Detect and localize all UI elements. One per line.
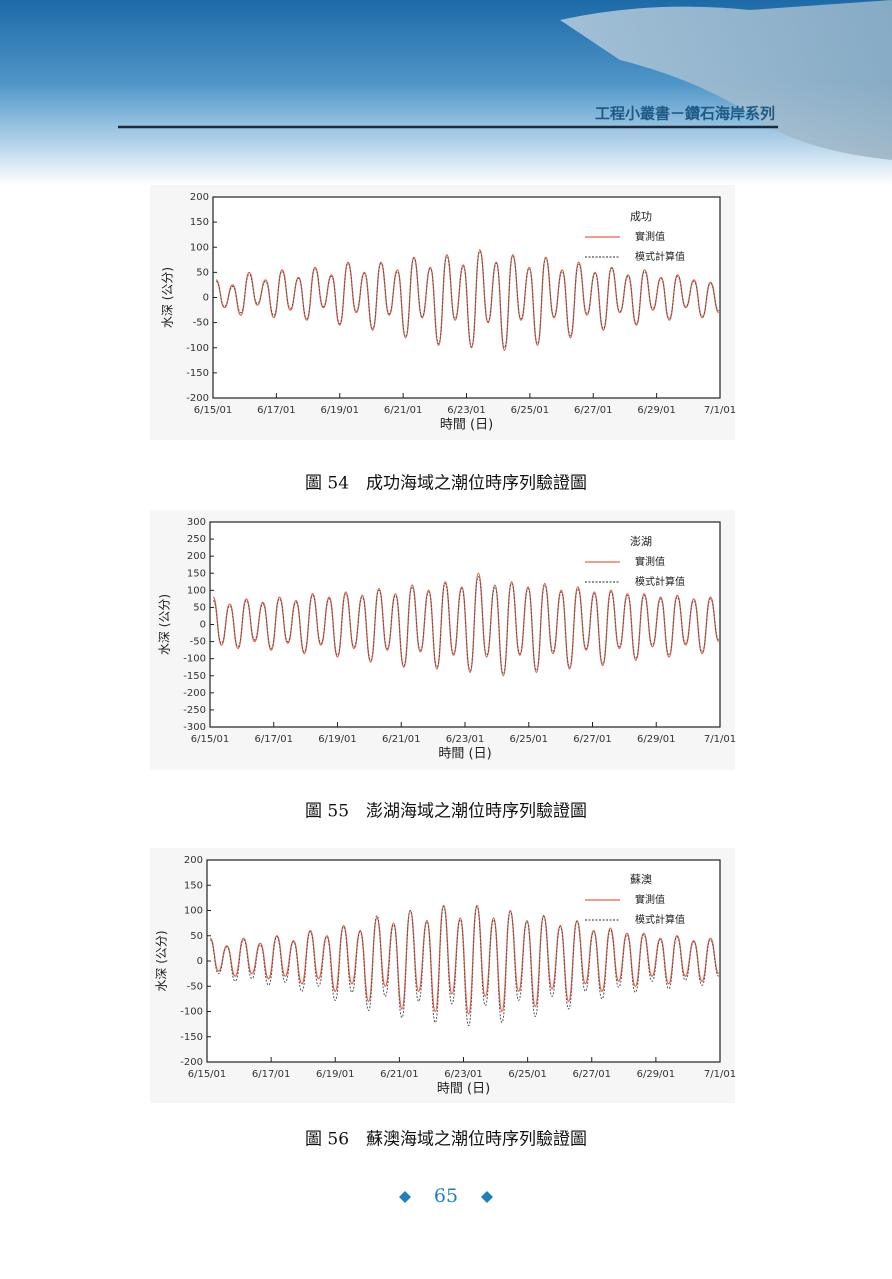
x-tick-label: 6/27/01 (572, 1069, 611, 1080)
x-tick-label: 6/25/01 (509, 734, 548, 745)
series-line (209, 905, 720, 1027)
x-tick-label: 6/23/01 (444, 1069, 483, 1080)
y-tick-label: -100 (183, 654, 206, 665)
x-tick-label: 6/21/01 (384, 405, 423, 416)
y-tick-label: 50 (196, 267, 209, 278)
y-tick-label: -150 (183, 671, 206, 682)
x-tick-label: 6/15/01 (191, 734, 230, 745)
x-tick-label: 6/25/01 (508, 1069, 547, 1080)
page-ornament (399, 1191, 411, 1203)
x-tick-label: 6/29/01 (637, 1069, 676, 1080)
y-tick-label: -50 (193, 318, 209, 329)
y-tick-label: -200 (183, 688, 206, 699)
x-tick-label: 7/1/01 (704, 1069, 736, 1080)
caption: 圖 56 蘇澳海域之潮位時序列驗證圖 (305, 1130, 587, 1150)
page-ornament (481, 1191, 493, 1203)
y-axis-label: 水深 (公分) (158, 594, 172, 655)
x-tick-label: 6/21/01 (380, 1069, 419, 1080)
series-line (212, 576, 720, 675)
y-tick-label: 150 (190, 217, 209, 228)
y-tick-label: -50 (187, 981, 203, 992)
y-tick-label: 100 (184, 906, 203, 917)
series-line (212, 572, 720, 677)
header-rock (560, 0, 892, 160)
y-axis-label: 水深 (公分) (155, 930, 169, 991)
y-tick-label: 50 (190, 931, 203, 942)
y-tick-label: 50 (193, 602, 206, 613)
y-tick-label: 300 (187, 517, 206, 528)
x-tick-label: 6/17/01 (252, 1069, 291, 1080)
y-tick-label: 200 (187, 551, 206, 562)
y-tick-label: 100 (187, 585, 206, 596)
y-tick-label: -100 (186, 343, 209, 354)
x-tick-label: 6/29/01 (637, 734, 676, 745)
legend-label: 模式計算值 (635, 575, 685, 588)
charts: -200 -150 -100 -50 0 50 100 150 200 6/15/01 6/17/0… (150, 185, 736, 1103)
y-tick-label: 100 (190, 242, 209, 253)
x-tick-label: 6/19/01 (320, 405, 359, 416)
y-tick-label: 150 (184, 880, 203, 891)
x-tick-label: 6/17/01 (254, 734, 293, 745)
x-tick-label: 6/21/01 (382, 734, 421, 745)
x-axis-label: 時間 (日) (437, 1082, 490, 1097)
x-tick-label: 6/23/01 (447, 405, 486, 416)
header-title: 工程小叢書－鑽石海岸系列 (595, 105, 775, 123)
x-tick-label: 6/15/01 (188, 1069, 227, 1080)
plot-area (209, 521, 721, 728)
legend-label: 實測值 (635, 555, 665, 568)
x-tick-label: 6/23/01 (446, 734, 485, 745)
caption: 圖 54 成功海域之潮位時序列驗證圖 (305, 474, 587, 494)
legend-label: 模式計算值 (635, 913, 685, 926)
y-tick-label: -200 (186, 393, 209, 404)
x-axis-label: 時間 (日) (440, 418, 493, 433)
x-tick-label: 6/19/01 (316, 1069, 355, 1080)
series-line (209, 904, 720, 1015)
y-tick-label: -300 (183, 722, 206, 733)
chart: -200 -150 -100 -50 0 50 100 150 200 6/15/01 6/17/0… (150, 185, 736, 440)
chart: -300 -250 -200 -150 -100 -50 0 50 100 150 200 250 30… (150, 510, 736, 770)
x-tick-label: 7/1/01 (704, 734, 736, 745)
caption: 圖 55 澎湖海域之潮位時序列驗證圖 (305, 802, 587, 822)
y-tick-label: 250 (187, 534, 206, 545)
y-tick-label: 200 (184, 855, 203, 866)
y-tick-label: 0 (200, 620, 206, 631)
legend-label: 實測值 (635, 230, 665, 243)
y-tick-label: -150 (186, 368, 209, 379)
legend-label: 實測值 (635, 893, 665, 906)
x-tick-label: 6/27/01 (574, 405, 613, 416)
x-tick-label: 6/29/01 (637, 405, 676, 416)
x-tick-label: 6/17/01 (257, 405, 296, 416)
x-tick-label: 6/19/01 (318, 734, 357, 745)
chart: -200 -150 -100 -50 0 50 100 150 200 6/15/01 6/17/0… (150, 848, 736, 1103)
y-tick-label: 150 (187, 568, 206, 579)
x-axis-label: 時間 (日) (438, 747, 491, 762)
y-tick-label: -150 (180, 1032, 203, 1043)
x-tick-label: 6/25/01 (511, 405, 550, 416)
y-tick-label: -250 (183, 705, 206, 716)
legend-title: 成功 (630, 210, 652, 223)
y-tick-label: -50 (190, 637, 206, 648)
legend-title: 蘇澳 (630, 873, 652, 886)
y-tick-label: 200 (190, 192, 209, 203)
x-tick-label: 7/1/01 (704, 405, 736, 416)
y-tick-label: -100 (180, 1007, 203, 1018)
legend-title: 澎湖 (630, 535, 652, 548)
legend-label: 模式計算值 (635, 250, 685, 263)
y-tick-label: 0 (203, 293, 209, 304)
x-tick-label: 6/27/01 (573, 734, 612, 745)
y-tick-label: -200 (180, 1057, 203, 1068)
x-tick-label: 6/15/01 (194, 405, 233, 416)
page-number: 65 (434, 1185, 458, 1207)
y-axis-label: 水深 (公分) (161, 267, 175, 328)
y-tick-label: 0 (197, 956, 203, 967)
series-line (215, 250, 720, 349)
